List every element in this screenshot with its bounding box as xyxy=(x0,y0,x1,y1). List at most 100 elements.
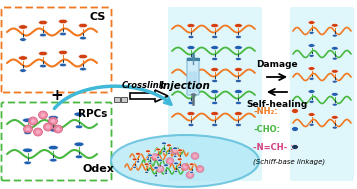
Ellipse shape xyxy=(156,156,160,159)
Ellipse shape xyxy=(161,142,166,145)
Ellipse shape xyxy=(235,68,242,72)
Ellipse shape xyxy=(51,119,55,123)
Ellipse shape xyxy=(50,128,57,132)
Text: Damage: Damage xyxy=(256,60,298,69)
Ellipse shape xyxy=(56,127,60,131)
Ellipse shape xyxy=(332,80,337,83)
Ellipse shape xyxy=(187,68,195,72)
Text: (Schiff-base linkage): (Schiff-base linkage) xyxy=(253,159,325,165)
Ellipse shape xyxy=(74,142,84,146)
Ellipse shape xyxy=(331,46,338,50)
Ellipse shape xyxy=(211,46,219,50)
Ellipse shape xyxy=(235,24,242,28)
Ellipse shape xyxy=(144,163,149,166)
Ellipse shape xyxy=(75,155,83,159)
Ellipse shape xyxy=(292,145,298,149)
Ellipse shape xyxy=(148,162,152,164)
Ellipse shape xyxy=(171,147,179,154)
Ellipse shape xyxy=(146,150,151,153)
Ellipse shape xyxy=(151,153,159,160)
Ellipse shape xyxy=(308,21,315,24)
Ellipse shape xyxy=(166,157,174,164)
Ellipse shape xyxy=(235,79,241,83)
Ellipse shape xyxy=(186,171,194,178)
Ellipse shape xyxy=(164,172,168,174)
Ellipse shape xyxy=(235,101,241,105)
Ellipse shape xyxy=(79,23,87,28)
Text: -CHO:: -CHO: xyxy=(253,125,280,133)
Ellipse shape xyxy=(111,135,259,187)
Ellipse shape xyxy=(308,113,315,116)
Ellipse shape xyxy=(59,19,67,24)
Ellipse shape xyxy=(332,103,337,106)
Polygon shape xyxy=(130,90,168,102)
Ellipse shape xyxy=(235,57,241,61)
Text: Injection: Injection xyxy=(160,81,210,91)
Ellipse shape xyxy=(22,148,32,153)
FancyBboxPatch shape xyxy=(188,71,197,92)
Ellipse shape xyxy=(235,46,242,50)
Ellipse shape xyxy=(19,25,27,29)
Ellipse shape xyxy=(183,166,187,169)
Ellipse shape xyxy=(309,54,314,57)
Ellipse shape xyxy=(331,93,338,96)
Ellipse shape xyxy=(187,46,195,50)
Bar xyxy=(121,97,126,102)
Ellipse shape xyxy=(46,125,50,129)
Ellipse shape xyxy=(309,123,314,126)
Ellipse shape xyxy=(50,158,57,162)
Ellipse shape xyxy=(212,57,218,61)
Ellipse shape xyxy=(212,101,218,105)
Ellipse shape xyxy=(178,149,183,152)
Ellipse shape xyxy=(153,156,157,159)
Text: -NH₂:: -NH₂: xyxy=(253,106,278,115)
FancyBboxPatch shape xyxy=(1,8,111,92)
Ellipse shape xyxy=(164,164,169,167)
Ellipse shape xyxy=(44,123,52,131)
Ellipse shape xyxy=(80,67,86,71)
Bar xyxy=(114,97,120,102)
Ellipse shape xyxy=(156,166,164,173)
Ellipse shape xyxy=(235,112,242,116)
Ellipse shape xyxy=(157,159,162,162)
Ellipse shape xyxy=(173,155,177,157)
Ellipse shape xyxy=(147,154,152,157)
Ellipse shape xyxy=(174,162,178,165)
Ellipse shape xyxy=(308,67,315,70)
Ellipse shape xyxy=(212,35,218,39)
Ellipse shape xyxy=(187,90,195,94)
Ellipse shape xyxy=(75,125,83,129)
Ellipse shape xyxy=(26,127,30,131)
Ellipse shape xyxy=(40,64,46,68)
Ellipse shape xyxy=(80,36,86,40)
Ellipse shape xyxy=(136,152,141,155)
FancyBboxPatch shape xyxy=(187,58,199,95)
Ellipse shape xyxy=(174,170,178,173)
Ellipse shape xyxy=(331,70,338,73)
Ellipse shape xyxy=(308,44,315,47)
Text: Crosslink: Crosslink xyxy=(121,81,165,90)
Ellipse shape xyxy=(292,126,298,132)
Ellipse shape xyxy=(48,146,58,150)
Ellipse shape xyxy=(188,79,194,83)
Ellipse shape xyxy=(188,35,194,39)
Ellipse shape xyxy=(331,115,338,119)
Ellipse shape xyxy=(29,117,37,125)
Ellipse shape xyxy=(235,90,242,94)
Ellipse shape xyxy=(292,108,298,114)
Ellipse shape xyxy=(188,57,194,61)
Ellipse shape xyxy=(39,20,47,25)
Ellipse shape xyxy=(31,119,35,123)
Ellipse shape xyxy=(20,69,26,72)
Ellipse shape xyxy=(60,63,66,67)
Text: +: + xyxy=(51,88,64,104)
Text: -N=CH- :: -N=CH- : xyxy=(253,143,293,152)
Ellipse shape xyxy=(193,154,197,157)
Ellipse shape xyxy=(162,150,166,153)
Ellipse shape xyxy=(39,111,47,119)
Ellipse shape xyxy=(74,112,84,116)
Ellipse shape xyxy=(24,131,31,135)
Ellipse shape xyxy=(178,166,181,168)
Ellipse shape xyxy=(211,112,219,116)
Ellipse shape xyxy=(198,167,202,170)
